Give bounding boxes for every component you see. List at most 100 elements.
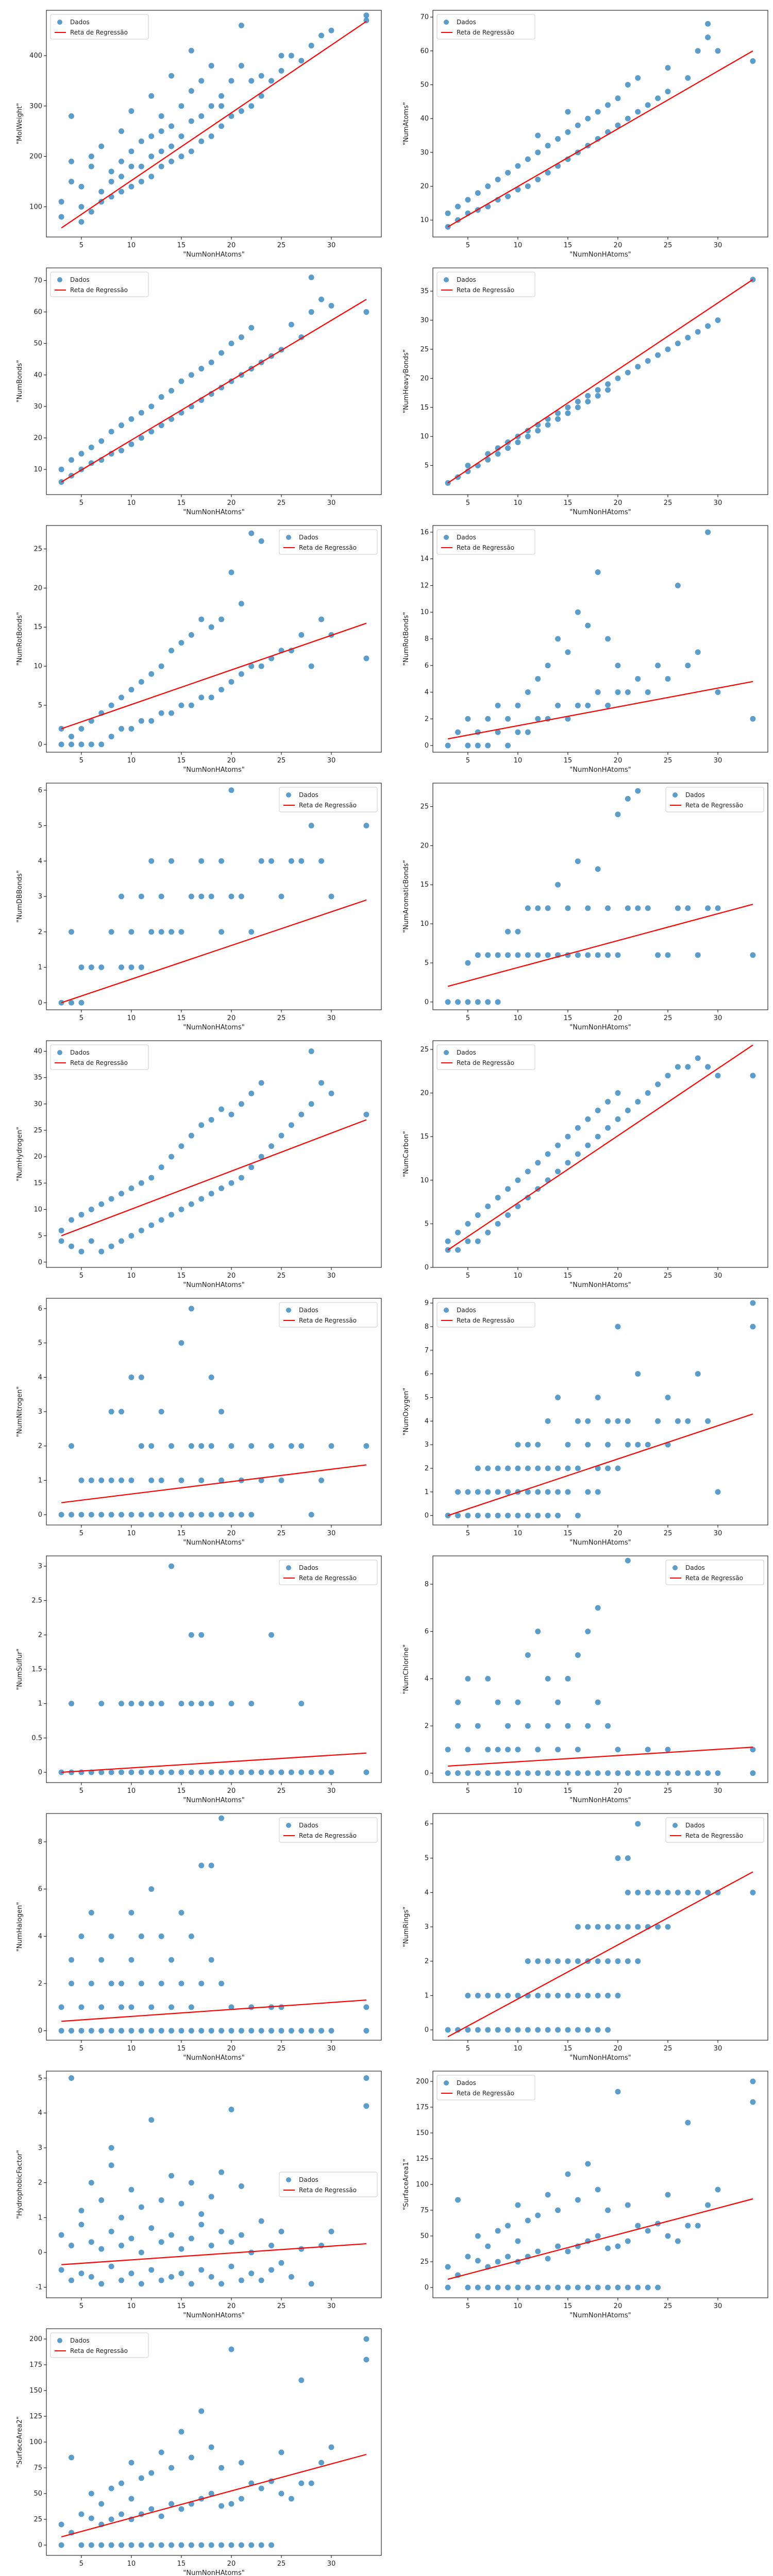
data-point [565, 1723, 571, 1729]
data-point [158, 2277, 164, 2283]
data-point [585, 905, 591, 911]
data-point [615, 952, 621, 958]
chart-17: 5 10 15 20 25 30 -1 0 1 2 3 4 5 "NumNonHAtoms" "Hydrop… [16, 2071, 382, 2319]
y-tick-label: 35 [33, 1074, 42, 1082]
data-point [535, 1442, 541, 1448]
data-point [615, 1855, 621, 1861]
data-point [178, 2246, 184, 2252]
data-point [69, 2028, 75, 2034]
data-point [58, 2267, 64, 2273]
data-point [98, 1248, 105, 1255]
data-point [455, 204, 461, 210]
y-tick-label: 15 [420, 1133, 429, 1141]
y-tick-label: 25 [420, 346, 429, 353]
data-point [148, 2225, 155, 2231]
data-point [705, 905, 711, 911]
x-tick-label: 30 [327, 2302, 336, 2310]
x-tick-label: 25 [664, 1787, 673, 1795]
data-point [158, 1164, 164, 1171]
x-tick-label: 5 [79, 1530, 83, 1537]
data-point [585, 1770, 591, 1776]
data-point [565, 649, 571, 655]
data-point [565, 1992, 571, 1998]
data-point [615, 1992, 621, 1998]
x-tick-label: 15 [177, 1530, 186, 1537]
data-point [615, 811, 621, 818]
data-point [475, 1238, 481, 1244]
legend-label-line: Reta de Regressão [457, 1059, 514, 1066]
data-point [575, 702, 581, 708]
data-point [665, 1770, 671, 1776]
y-tick-label: 0 [425, 2284, 429, 2292]
data-point [515, 187, 521, 193]
y-axis-label: "NumChlorine" [402, 1645, 410, 1694]
x-tick-label: 5 [79, 242, 83, 249]
data-point [545, 2192, 551, 2198]
data-point [69, 158, 75, 164]
regression-line [447, 1871, 753, 2038]
data-point [219, 103, 225, 109]
chart-3: 5 10 15 20 25 30 10 20 30 40 50 60 70 "NumNonHAtoms" "… [16, 267, 382, 516]
x-tick-label: 15 [564, 499, 573, 507]
data-point [575, 404, 581, 411]
data-point [198, 2211, 205, 2217]
data-point [585, 1992, 591, 1998]
y-tick-label: 6 [425, 662, 429, 670]
data-point [219, 616, 225, 622]
data-point [565, 1442, 571, 1448]
y-tick-label: 6 [38, 1305, 42, 1313]
data-point [555, 702, 561, 708]
data-point [178, 1206, 184, 1212]
x-axis-label: "NumNonHAtoms" [569, 1281, 631, 1289]
y-axis-label: "NumSulfur" [16, 1649, 24, 1690]
legend-marker-data [286, 2177, 291, 2182]
data-point [88, 1980, 94, 1987]
legend: Dados Reta de Regressão [279, 1302, 378, 1328]
data-point [318, 2028, 325, 2034]
data-point [695, 329, 701, 335]
data-point [108, 929, 114, 935]
data-point [475, 2284, 481, 2291]
legend-marker-data [286, 1823, 291, 1828]
data-point [595, 1605, 601, 1611]
data-point [248, 530, 255, 536]
y-tick-label: 5 [425, 462, 429, 470]
data-point [685, 2223, 691, 2229]
data-point [128, 441, 135, 447]
y-tick-label: 100 [29, 203, 42, 211]
data-point [69, 1701, 75, 1707]
y-axis-label: "NumAromaticBonds" [402, 860, 410, 933]
data-point [148, 133, 155, 139]
data-point [148, 174, 155, 180]
data-point [475, 1212, 481, 1218]
data-point [198, 2267, 205, 2273]
data-point [258, 1080, 264, 1086]
data-point [615, 1116, 621, 1122]
data-point [308, 823, 314, 828]
data-point [198, 858, 205, 864]
data-point [119, 1477, 125, 1483]
y-tick-label: 5 [38, 822, 42, 830]
chart-10: 5 10 15 20 25 30 0 5 10 15 20 25 "NumNonHAtoms" "NumC… [402, 1040, 768, 1289]
data-point [248, 1090, 255, 1096]
x-tick-label: 5 [79, 2560, 83, 2568]
x-tick-label: 15 [177, 2302, 186, 2310]
data-point [208, 2444, 214, 2450]
data-point [188, 2028, 194, 2034]
data-point [625, 1958, 631, 1964]
data-point [208, 1769, 214, 1775]
data-point [525, 1442, 531, 1448]
y-tick-label: 2 [425, 1465, 429, 1472]
y-tick-label: 200 [416, 2078, 429, 2086]
data-point [545, 952, 551, 958]
data-point [595, 1395, 601, 1400]
y-tick-label: 0 [425, 998, 429, 1006]
data-point [158, 2513, 164, 2519]
data-point [219, 2465, 225, 2471]
data-point [328, 1090, 334, 1096]
data-point [188, 893, 194, 900]
data-point [108, 1933, 114, 1939]
y-axis-label: "NumRotBonds" [402, 612, 410, 666]
data-point [208, 1191, 214, 1197]
y-tick-label: 8 [425, 635, 429, 643]
